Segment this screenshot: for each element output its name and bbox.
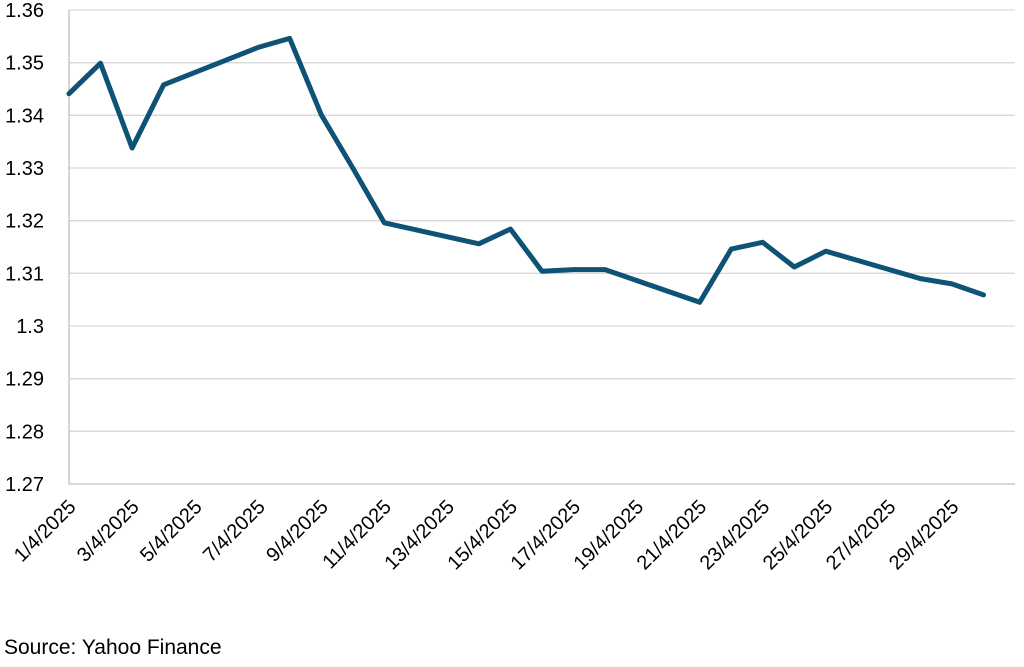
y-tick-label: 1.28 (5, 421, 44, 443)
y-tick-label: 1.36 (5, 0, 44, 22)
gridlines (69, 10, 1015, 431)
series-lines (69, 38, 984, 302)
y-tick-label: 1.35 (5, 53, 44, 75)
x-axis-ticks: 1/4/20253/4/20255/4/20257/4/20259/4/2025… (10, 496, 964, 574)
x-tick-label: 29/4/2025 (885, 496, 963, 574)
series-line (69, 38, 984, 302)
y-tick-label: 1.33 (5, 158, 44, 180)
source-note: Source: Yahoo Finance (4, 636, 222, 660)
x-tick-label: 7/4/2025 (199, 496, 270, 567)
y-tick-label: 1.27 (5, 474, 44, 496)
x-tick-label: 3/4/2025 (73, 496, 144, 567)
y-tick-label: 1.32 (5, 211, 44, 233)
y-axis-ticks: 1.27 1.28 1.29 1.3 1.31 1.32 1.33 1.34 1.35 1.36 (5, 0, 44, 496)
x-tick-label: 5/4/2025 (136, 496, 207, 567)
y-tick-label: 1.31 (5, 263, 44, 285)
axes (69, 10, 1015, 484)
y-tick-label: 1.29 (5, 369, 44, 391)
y-tick-label: 1.3 (16, 316, 44, 338)
x-tick-label: 1/4/2025 (10, 496, 81, 567)
y-tick-label: 1.34 (5, 105, 44, 127)
